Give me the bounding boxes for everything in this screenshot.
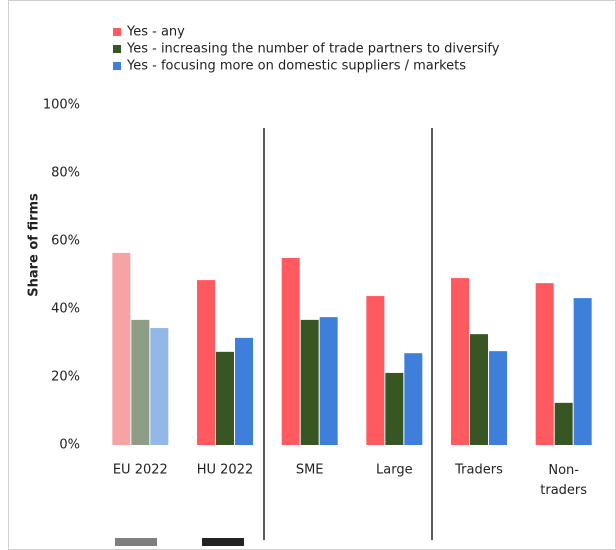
y-tick-label: 100% — [43, 98, 80, 113]
bar — [366, 296, 385, 445]
legend-swatch — [113, 45, 121, 53]
y-tick-label: 80% — [51, 166, 80, 181]
bar — [404, 353, 423, 445]
legend-swatch — [113, 62, 121, 70]
y-tick-label: 40% — [51, 302, 80, 317]
bar — [281, 258, 300, 445]
legend-text: Yes - increasing the number of trade par… — [126, 42, 500, 57]
legend-text: Yes - focusing more on domestic supplier… — [126, 59, 466, 74]
bar — [554, 402, 573, 445]
bar — [150, 328, 169, 445]
bar — [112, 252, 131, 445]
legend-swatch — [113, 28, 121, 36]
decoration — [115, 538, 157, 546]
bar — [300, 319, 319, 445]
x-tick-label: Large — [376, 463, 413, 478]
bar — [451, 278, 469, 445]
decoration — [202, 538, 244, 546]
y-axis-label: Share of firms — [27, 193, 42, 297]
legend-text: Yes - any — [126, 25, 185, 40]
bar — [489, 351, 507, 445]
bar — [385, 372, 404, 445]
x-tick-label: HU 2022 — [197, 463, 254, 478]
x-tick-label: Non-traders — [540, 463, 587, 498]
bar — [573, 298, 592, 445]
bar — [535, 283, 554, 445]
bar — [216, 351, 234, 445]
x-tick-label: SME — [296, 463, 324, 478]
bar — [319, 317, 338, 445]
y-tick-label: 0% — [59, 438, 80, 453]
bar — [197, 280, 215, 445]
x-tick-label: EU 2022 — [113, 463, 168, 478]
y-tick-label: 60% — [51, 234, 80, 249]
y-tick-label: 20% — [51, 370, 80, 385]
bar — [235, 337, 253, 445]
x-tick-label: Traders — [454, 463, 503, 478]
bar — [131, 319, 150, 445]
bar — [470, 334, 488, 445]
